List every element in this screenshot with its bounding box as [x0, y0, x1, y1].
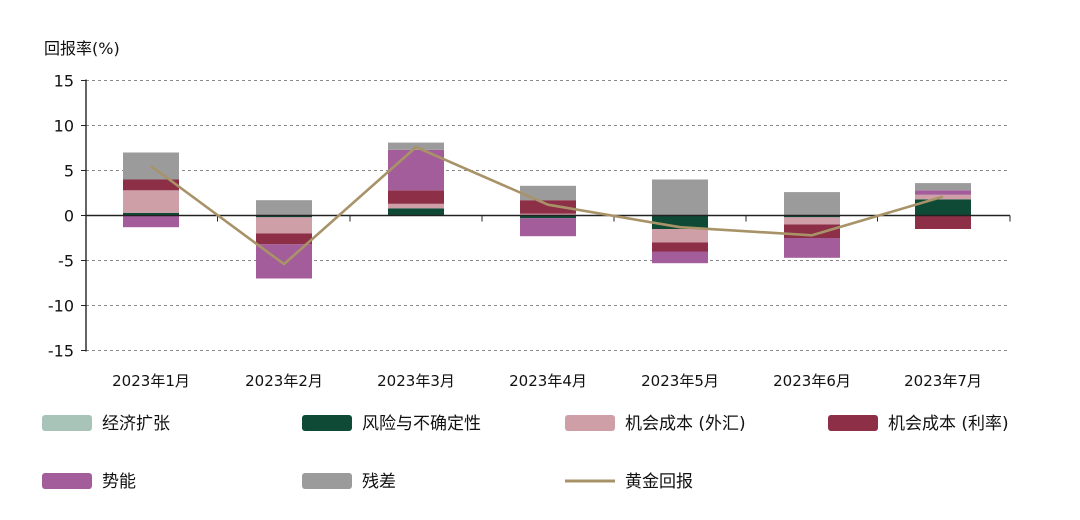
bar-segment	[256, 217, 312, 234]
gold-return-line-group	[150, 145, 944, 266]
bar-segment	[915, 215, 971, 229]
legend-label: 势能	[102, 472, 136, 492]
bar-segment	[388, 203, 444, 209]
bar-segment	[123, 215, 179, 228]
legend-swatch	[302, 473, 352, 489]
gridlines	[86, 80, 1010, 351]
bar-segment	[520, 185, 576, 201]
y-ticks: 15 10 5 0 -5 -10 -15	[48, 72, 86, 361]
bar-segment	[388, 190, 444, 204]
legend-swatch	[42, 415, 92, 431]
y-tick-label: -5	[58, 252, 74, 271]
legend-label: 黄金回报	[625, 472, 693, 492]
bar-segment	[784, 192, 840, 216]
bar-segment	[652, 242, 708, 252]
x-tick-label: 2023年2月	[245, 372, 323, 390]
legend-swatch	[302, 415, 352, 431]
y-tick-label: 5	[64, 162, 74, 181]
axes	[85, 79, 1011, 352]
legend-label: 机会成本 (利率)	[888, 414, 1009, 434]
legend-swatch	[828, 415, 878, 431]
y-tick-label: 0	[64, 207, 74, 226]
x-tick-label: 2023年1月	[112, 372, 190, 390]
y-tick-label: -15	[48, 342, 74, 361]
x-tick-label: 2023年7月	[904, 372, 982, 390]
bar-segment	[915, 199, 971, 216]
bar-segment	[256, 215, 312, 218]
x-tick-label: 2023年6月	[773, 372, 851, 390]
bar-segment	[520, 200, 576, 214]
y-tick-label: 10	[54, 117, 74, 136]
bar-segment	[388, 208, 444, 216]
bar-segment	[915, 190, 971, 195]
x-ticks: 2023年1月 2023年2月 2023年3月 2023年4月 2023年5月 2023年…	[112, 372, 982, 390]
y-tick-label: 15	[54, 72, 74, 91]
bar-segment	[784, 215, 840, 218]
gold-return-line	[150, 145, 944, 266]
x-tick-label: 2023年4月	[509, 372, 587, 390]
legend-label: 经济扩张	[102, 414, 170, 434]
bar-segment	[784, 217, 840, 225]
y-tick-label: -10	[48, 297, 74, 316]
legend-swatch	[42, 473, 92, 489]
bar-segment	[915, 183, 971, 191]
bar-segment	[652, 251, 708, 264]
bar-segment	[520, 215, 576, 219]
bar-segment	[520, 213, 576, 216]
bar-segment	[123, 212, 179, 216]
bar-segment	[652, 229, 708, 243]
bar-segment	[256, 200, 312, 216]
legend-label: 风险与不确定性	[362, 414, 481, 434]
legend-swatch	[565, 415, 615, 431]
bar-segment	[520, 218, 576, 237]
legend: 经济扩张 风险与不确定性 机会成本 (外汇) 机会成本 (利率) 势能 残差 黄金回报	[42, 414, 1009, 492]
bar-segment	[123, 179, 179, 191]
x-tick-label: 2023年3月	[377, 372, 455, 390]
bar-segment	[256, 233, 312, 245]
x-tick-label: 2023年5月	[641, 372, 719, 390]
legend-label: 机会成本 (外汇)	[625, 414, 746, 434]
bar-segment	[123, 190, 179, 213]
bar-segment	[784, 238, 840, 258]
bar-segment	[652, 179, 708, 216]
legend-label: 残差	[362, 472, 396, 492]
bars	[123, 142, 971, 279]
y-axis-unit-label: 回报率(%)	[44, 39, 120, 58]
